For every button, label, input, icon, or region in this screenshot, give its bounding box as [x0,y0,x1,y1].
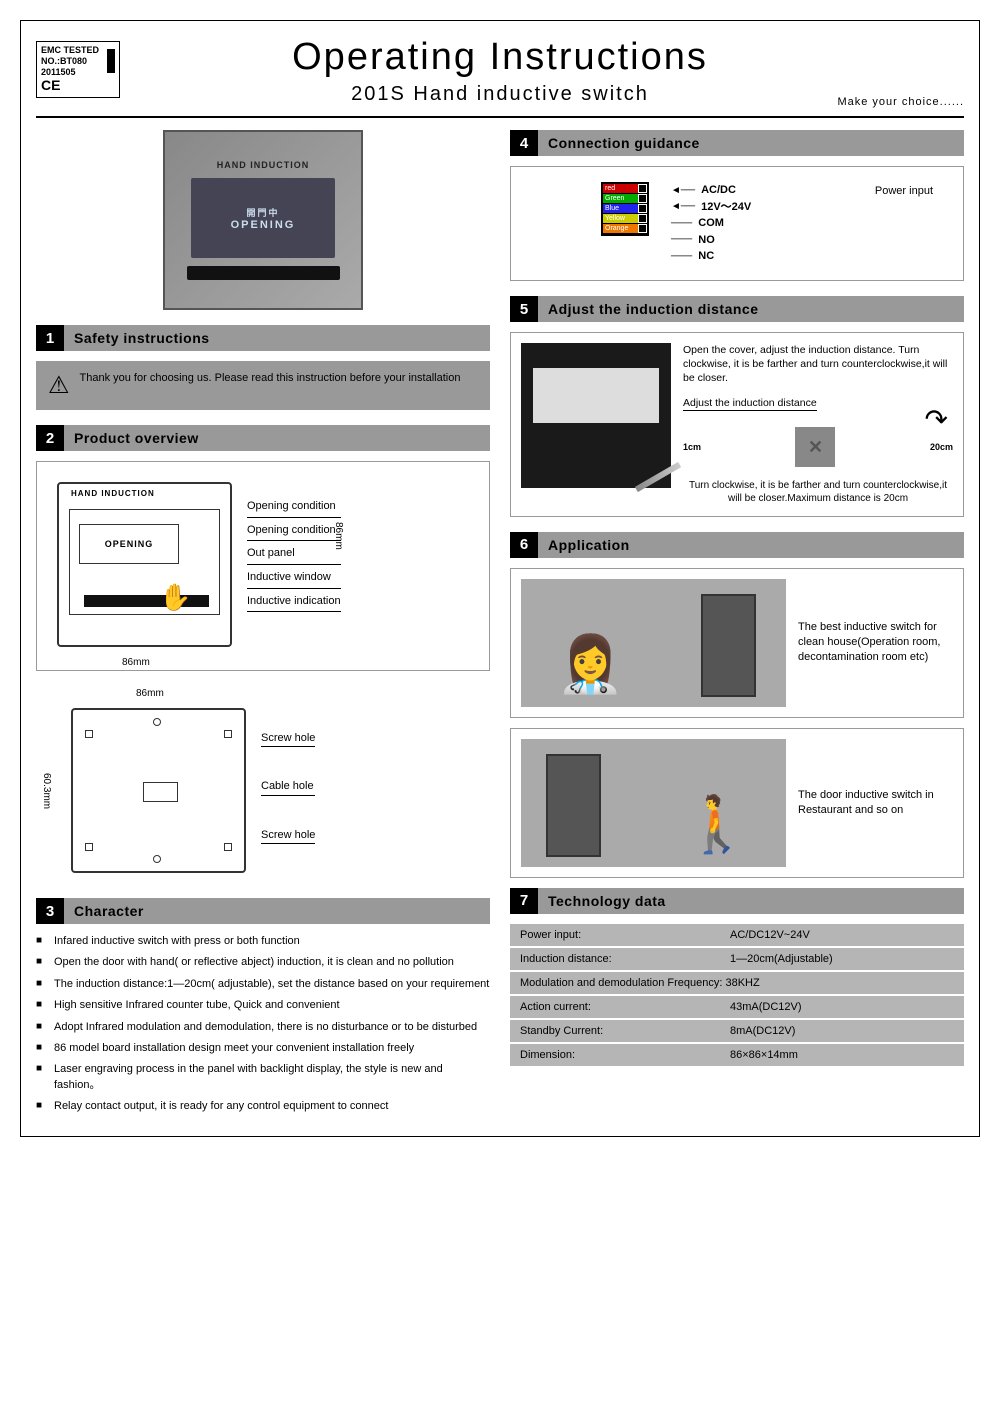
connection-diagram: red Green Blue Yellow Orange ◄──AC/DC ◄─… [510,166,964,281]
screwdriver-icon [635,462,681,492]
tech-row: Action current:43mA(DC12V) [510,996,964,1018]
back-callouts: Screw hole Cable hole Screw hole [261,731,315,876]
tech-row: Dimension:86×86×14mm [510,1044,964,1066]
application-1: 👩‍⚕️ The best inductive switch for clean… [510,568,964,718]
section-4-num: 4 [510,130,538,156]
emc-line1: EMC TESTED [41,45,99,56]
photo-brand: HAND INDUCTION [217,160,310,170]
adjust-text2: Adjust the induction distance [683,396,817,411]
tech-row: Power input:AC/DC12V~24V [510,924,964,946]
section-2-header: 2 Product overview [36,425,490,451]
app2-text: The door inductive switch in Restaurant … [798,788,953,818]
section-3-header: 3 Character [36,898,490,924]
emc-bar [107,49,115,73]
dial-icon [795,427,835,467]
section-7-title: Technology data [538,888,964,914]
section-5-header: 5 Adjust the induction distance [510,296,964,322]
diagram-front: HAND INDUCTION OPENING ✋ Opening conditi… [36,461,490,671]
front-callouts: Opening condition Opening condition Out … [247,497,341,615]
section-2-title: Product overview [64,425,490,451]
connection-labels: ◄──AC/DC ◄──12V～24V ───COM ───NO ───NC [671,182,751,265]
tech-row: Induction distance:1—20cm(Adjustable) [510,948,964,970]
subtitle: 201S Hand inductive switch [36,83,964,106]
section-1-header: 1 Safety instructions [36,325,490,351]
char-item: Relay contact output, it is ready for an… [36,1099,490,1114]
section-6-title: Application [538,532,964,558]
tech-data-table: Power input:AC/DC12V~24V Induction dista… [510,924,964,1066]
main-title: Operating Instructions [36,36,964,79]
adjust-text3: Turn clockwise, it is be farther and tur… [683,479,953,506]
safety-text: Thank you for choosing us. Please read t… [80,371,461,400]
section-4-header: 4 Connection guidance [510,130,964,156]
nurse-icon: 👩‍⚕️ [556,632,624,697]
adjust-box: Open the cover, adjust the induction dis… [510,332,964,517]
section-3-title: Character [64,898,490,924]
section-1-num: 1 [36,325,64,351]
char-item: 86 model board installation design meet … [36,1041,490,1056]
section-5-title: Adjust the induction distance [538,296,964,322]
section-5-num: 5 [510,296,538,322]
section-3-num: 3 [36,898,64,924]
photo-sensor [187,266,340,280]
section-1-title: Safety instructions [64,325,490,351]
char-item: Open the door with hand( or reflective a… [36,955,490,970]
diagram-back: 86mm 60.3mm Screw hole Cable hole Screw … [36,683,490,883]
char-item: High sensitive Infrared counter tube, Qu… [36,998,490,1013]
right-column: 4 Connection guidance red Green Blue Yel… [510,130,964,1121]
emc-line3: 2011505 [41,67,99,78]
left-column: HAND INDUCTION 開門中 OPENING 1 Safety inst… [36,130,490,1121]
ce-mark: CE [41,77,115,94]
char-item: Laser engraving process in the panel wit… [36,1062,490,1093]
character-list: Infared inductive switch with press or b… [36,934,490,1115]
tech-row: Modulation and demodulation Frequency: 3… [510,972,964,994]
adjust-text1: Open the cover, adjust the induction dis… [683,343,953,386]
product-photo: HAND INDUCTION 開門中 OPENING [163,130,363,310]
header: EMC TESTED NO.:BT080 2011505 CE Operatin… [36,36,964,118]
section-7-num: 7 [510,888,538,914]
section-7-header: 7 Technology data [510,888,964,914]
tech-row: Standby Current:8mA(DC12V) [510,1020,964,1042]
tagline: Make your choice...... [837,96,964,108]
char-item: The induction distance:1—20cm( adjustabl… [36,977,490,992]
char-item: Adopt Infrared modulation and demodulati… [36,1020,490,1035]
photo-screen: 開門中 OPENING [191,178,335,258]
power-input-label: Power input [875,185,933,197]
emc-line2: NO.:BT080 [41,56,99,67]
waiter-icon: 🚶 [683,792,751,857]
application-2: 🚶 The door inductive switch in Restauran… [510,728,964,878]
hand-icon: ✋ [159,582,191,613]
section-6-num: 6 [510,532,538,558]
arrow-icon: ↷ [925,401,948,439]
emc-badge: EMC TESTED NO.:BT080 2011505 CE [36,41,120,98]
pcb-photo [521,343,671,488]
safety-box: ⚠ Thank you for choosing us. Please read… [36,361,490,410]
section-2-num: 2 [36,425,64,451]
warning-icon: ⚠ [48,371,70,400]
terminal-block: red Green Blue Yellow Orange [601,182,649,236]
app1-text: The best inductive switch for clean hous… [798,620,953,665]
section-4-title: Connection guidance [538,130,964,156]
char-item: Infared inductive switch with press or b… [36,934,490,949]
section-6-header: 6 Application [510,532,964,558]
